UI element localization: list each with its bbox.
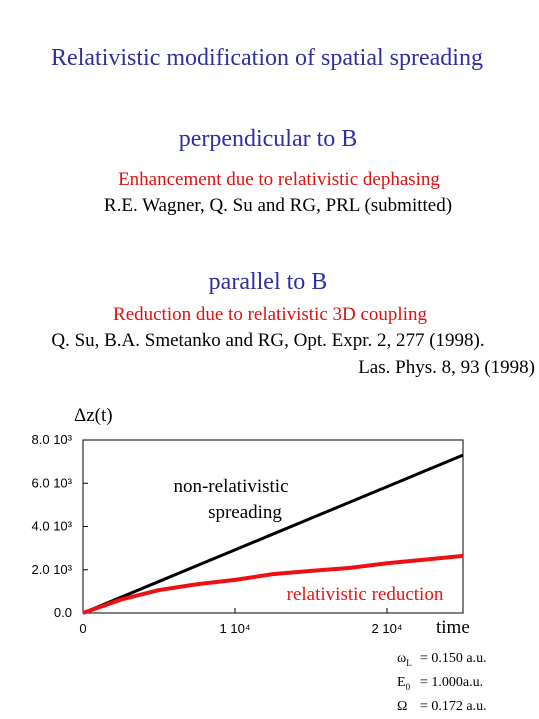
y-tick-label: 8.0 10³ [32, 432, 73, 447]
parameter-subscript: 0 [406, 682, 411, 692]
parameter-symbol: ω [397, 651, 406, 666]
parameter: E0 = 1.000a.u. [397, 675, 483, 692]
section-subtitle: Reduction due to relativistic 3D couplin… [113, 304, 427, 325]
section-subtitle: Enhancement due to relativistic dephasin… [118, 169, 440, 190]
parameter-symbol: E [397, 675, 406, 690]
series-label: non-relativistic [173, 476, 288, 497]
y-axis-label: Δz(t) [74, 405, 113, 426]
series-label: spreading [208, 502, 282, 523]
series-label: relativistic reduction [287, 584, 444, 605]
series-line [82, 453, 464, 615]
y-tick-label: 2.0 10³ [32, 562, 73, 577]
parameter-symbol: Ω [397, 699, 407, 714]
series-line [82, 553, 464, 615]
x-tick-label: 2 10⁴ [372, 621, 403, 636]
parameter-value: = 0.172 a.u. [420, 699, 487, 714]
x-tick-label: 1 10⁴ [220, 621, 251, 636]
parameter-value: = 0.150 a.u. [420, 651, 487, 666]
section-heading: perpendicular to B [179, 126, 358, 152]
section-heading: parallel to B [209, 269, 328, 295]
parameter-subscript: L [406, 658, 412, 668]
parameter-value: = 1.000a.u. [420, 675, 483, 690]
parameter: ωL = 0.150 a.u. [397, 651, 487, 668]
reference: Las. Phys. 8, 93 (1998) [358, 357, 535, 378]
y-tick-label: 6.0 10³ [32, 475, 73, 490]
x-axis-label: time [436, 617, 470, 638]
x-tick-label: 0 [79, 621, 86, 636]
reference: R.E. Wagner, Q. Su and RG, PRL (submitte… [104, 195, 452, 216]
y-tick-label: 4.0 10³ [32, 519, 73, 534]
parameter: Ω = 0.172 a.u. [397, 699, 487, 714]
reference: Q. Su, B.A. Smetanko and RG, Opt. Expr. … [51, 330, 484, 351]
y-tick-label: 0.0 [54, 605, 72, 620]
slide-title: Relativistic modification of spatial spr… [51, 45, 483, 71]
